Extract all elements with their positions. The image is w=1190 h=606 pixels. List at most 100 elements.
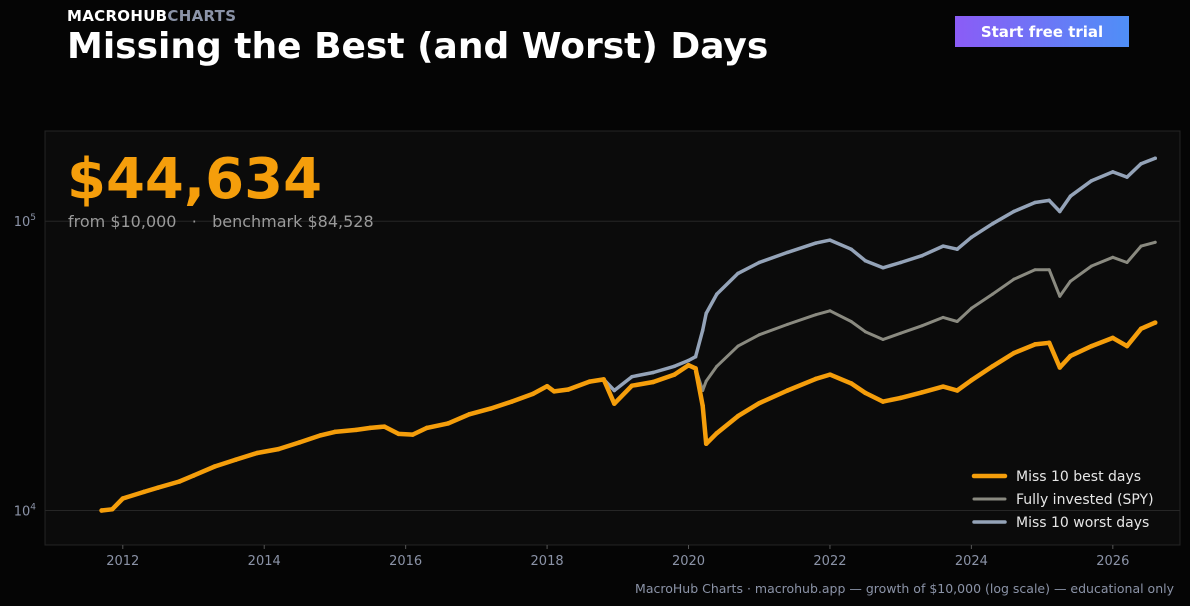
series-1-point-40 bbox=[757, 333, 761, 337]
series-0-point-2 bbox=[120, 496, 126, 501]
series-1-point-54 bbox=[1033, 268, 1037, 272]
brand-logo-part1: MACROHUB bbox=[67, 7, 168, 25]
series-0-point-23 bbox=[509, 399, 514, 404]
headline-subtitle: from $10,000 · benchmark $84,528 bbox=[68, 212, 374, 231]
series-2-point-36 bbox=[700, 328, 705, 332]
series-0-point-47 bbox=[898, 395, 903, 401]
series-1-point-45 bbox=[863, 330, 867, 334]
series-1-point-51 bbox=[969, 306, 973, 310]
series-0-point-35 bbox=[693, 366, 698, 371]
series-1-point-56 bbox=[1058, 294, 1062, 298]
legend: Miss 10 best days Fully invested (SPY) Mis… bbox=[971, 469, 1154, 531]
series-2-point-50 bbox=[955, 247, 959, 251]
series-0-point-17 bbox=[396, 431, 401, 437]
series-0-point-34 bbox=[686, 362, 691, 368]
series-0-point-15 bbox=[368, 425, 373, 431]
legend-label-1: Fully invested (SPY) bbox=[1016, 492, 1154, 508]
series-1-point-52 bbox=[991, 292, 995, 296]
legend-label-2: Miss 10 worst days bbox=[1016, 515, 1149, 531]
x-tick-label-5: 2022 bbox=[813, 554, 846, 569]
series-0-point-28 bbox=[587, 379, 592, 384]
series-0-point-19 bbox=[424, 425, 430, 431]
series-1-point-62 bbox=[1153, 240, 1157, 244]
series-0-point-57 bbox=[1068, 353, 1073, 359]
series-2-point-60 bbox=[1125, 175, 1129, 179]
series-0-point-46 bbox=[880, 399, 886, 404]
series-0-point-44 bbox=[848, 381, 854, 386]
series-2-point-48 bbox=[920, 253, 924, 258]
series-2-point-37 bbox=[704, 311, 708, 316]
series-0-point-31 bbox=[629, 383, 635, 388]
series-1-point-53 bbox=[1012, 277, 1016, 281]
series-1-point-37 bbox=[704, 379, 708, 383]
x-tick-label-7: 2026 bbox=[1096, 554, 1129, 569]
y-tick-label-1: 105 bbox=[14, 213, 36, 230]
series-1-point-41 bbox=[786, 322, 789, 326]
series-0-point-52 bbox=[990, 364, 995, 369]
series-2-point-57 bbox=[1068, 194, 1073, 198]
series-0-point-42 bbox=[813, 376, 819, 382]
series-1-point-61 bbox=[1139, 244, 1143, 248]
series-1-point-59 bbox=[1111, 255, 1115, 259]
series-2-point-30 bbox=[612, 388, 617, 393]
series-0-point-11 bbox=[297, 440, 302, 445]
series-0-point-13 bbox=[332, 429, 338, 435]
series-2-point-35 bbox=[693, 354, 698, 359]
series-0-point-61 bbox=[1138, 326, 1144, 331]
brand-logo-part2: CHARTS bbox=[167, 7, 237, 25]
series-0-point-54 bbox=[1032, 342, 1038, 347]
series-1-point-60 bbox=[1125, 261, 1129, 264]
series-2-point-42 bbox=[814, 241, 818, 245]
series-0-point-16 bbox=[382, 424, 387, 429]
series-2-point-49 bbox=[941, 244, 945, 248]
series-0-point-24 bbox=[530, 391, 536, 397]
series-0-point-12 bbox=[318, 433, 324, 438]
series-0-point-25 bbox=[544, 383, 550, 389]
series-2-point-31 bbox=[630, 374, 634, 379]
grid-layer bbox=[45, 220, 1180, 512]
series-0-point-21 bbox=[467, 412, 472, 417]
series-1-point-46 bbox=[881, 338, 885, 341]
series-2-point-41 bbox=[785, 250, 790, 255]
series-0-point-0 bbox=[99, 508, 104, 513]
series-0-point-4 bbox=[155, 485, 161, 490]
series-0-point-32 bbox=[650, 379, 656, 385]
series-2-point-38 bbox=[715, 292, 719, 296]
series-0-point-9 bbox=[254, 450, 260, 456]
series-0-point-50 bbox=[954, 388, 960, 393]
series-0-point-20 bbox=[445, 421, 451, 426]
series-0-point-3 bbox=[141, 489, 147, 495]
series-1-point-42 bbox=[814, 313, 818, 317]
series-2-point-59 bbox=[1111, 170, 1115, 174]
series-2-point-39 bbox=[736, 271, 740, 276]
series-0-point-55 bbox=[1046, 340, 1052, 346]
x-tick-label-3: 2018 bbox=[531, 554, 564, 569]
series-1-point-55 bbox=[1047, 268, 1051, 272]
series-0-point-60 bbox=[1124, 343, 1130, 349]
headline-value: $44,634 bbox=[67, 147, 322, 212]
series-0-point-14 bbox=[353, 427, 359, 433]
series-2-point-43 bbox=[828, 238, 832, 242]
series-0-point-53 bbox=[1011, 350, 1017, 356]
series-2-point-61 bbox=[1139, 161, 1143, 166]
series-0-point-41 bbox=[785, 388, 790, 393]
series-0-point-48 bbox=[919, 390, 925, 395]
series-1-point-57 bbox=[1068, 279, 1072, 283]
series-1-point-48 bbox=[920, 324, 924, 328]
series-2-point-55 bbox=[1047, 198, 1051, 203]
series-2-point-53 bbox=[1012, 209, 1016, 214]
series-2-point-40 bbox=[757, 260, 761, 265]
start-free-trial-button[interactable]: Start free trial bbox=[955, 16, 1129, 47]
series-2-point-32 bbox=[651, 370, 655, 375]
series-0-point-58 bbox=[1089, 343, 1094, 349]
series-0-point-18 bbox=[410, 432, 415, 437]
page-title: Missing the Best (and Worst) Days bbox=[67, 26, 769, 67]
x-tick-label-6: 2024 bbox=[955, 554, 988, 569]
series-0-point-10 bbox=[276, 446, 281, 452]
series-0-point-62 bbox=[1152, 320, 1158, 325]
series-0-point-59 bbox=[1110, 335, 1116, 341]
series-0-point-39 bbox=[735, 413, 741, 419]
series-0-point-27 bbox=[566, 387, 571, 392]
series-layer bbox=[99, 156, 1158, 513]
